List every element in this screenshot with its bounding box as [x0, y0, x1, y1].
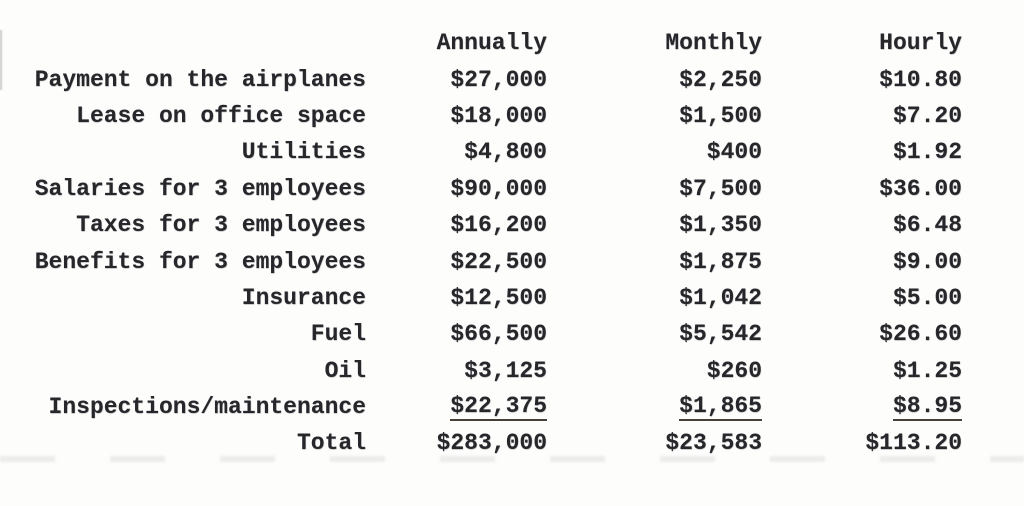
- table-row: Insurance $12,500 $1,042 $5.00: [0, 280, 962, 316]
- table-row: Fuel $66,500 $5,542 $26.60: [0, 316, 962, 352]
- monthly-value: $7,500: [679, 175, 762, 202]
- table-row-subtotal-underlined: Inspections/maintenance $22,375 $1,865 $…: [0, 389, 962, 425]
- column-header-hourly: Hourly: [879, 30, 962, 57]
- table-row: Benefits for 3 employees $22,500 $1,875 …: [0, 243, 962, 279]
- table-row-total: Total $283,000 $23,583 $113.20: [0, 425, 962, 461]
- hourly-value: $1.92: [892, 139, 962, 166]
- monthly-value: $2,250: [679, 66, 762, 93]
- hourly-value: $10.80: [879, 66, 962, 93]
- table-row: Payment on the airplanes $27,000 $2,250 …: [0, 61, 962, 97]
- table-row: Utilities $4,800 $400 $1.92: [0, 134, 962, 170]
- annually-value: $12,500: [450, 284, 547, 311]
- row-label: Benefits for 3 employees: [34, 248, 366, 275]
- monthly-value: $1,350: [679, 212, 762, 239]
- monthly-value: $1,875: [679, 248, 762, 275]
- monthly-value: $5,542: [679, 321, 762, 348]
- hourly-value: $113.20: [865, 430, 962, 457]
- hourly-value: $7.20: [892, 102, 962, 129]
- expense-table: Annually Monthly Hourly Payment on the a…: [0, 25, 962, 462]
- annually-value: $16,200: [450, 212, 547, 239]
- annually-value: $22,500: [450, 248, 547, 275]
- row-label: Fuel: [310, 321, 366, 348]
- hourly-value: $5.00: [892, 284, 962, 311]
- hourly-value: $26.60: [879, 321, 962, 348]
- monthly-value: $1,865: [547, 389, 762, 425]
- row-label: Salaries for 3 employees: [34, 175, 366, 202]
- column-header-blank: [0, 25, 366, 61]
- column-header-monthly: Monthly: [665, 30, 762, 57]
- row-label: Inspections/maintenance: [48, 394, 366, 421]
- hourly-value: $36.00: [879, 175, 962, 202]
- annually-value: $4,800: [464, 139, 547, 166]
- table-row: Taxes for 3 employees $16,200 $1,350 $6.…: [0, 207, 962, 243]
- column-header-annually: Annually: [436, 30, 547, 57]
- annually-value: $18,000: [450, 102, 547, 129]
- annually-value: $283,000: [436, 430, 547, 457]
- row-label: Lease on office space: [76, 102, 366, 129]
- table-header-row: Annually Monthly Hourly: [0, 25, 962, 61]
- row-label: Total: [296, 430, 366, 457]
- annually-value: $27,000: [450, 66, 547, 93]
- annually-value: $90,000: [450, 175, 547, 202]
- hourly-value: $9.00: [892, 248, 962, 275]
- hourly-value: $8.95: [762, 389, 962, 425]
- hourly-value: $1.25: [892, 357, 962, 384]
- monthly-value: $1,042: [679, 284, 762, 311]
- annually-value: $66,500: [450, 321, 547, 348]
- row-label: Payment on the airplanes: [34, 66, 366, 93]
- monthly-value: $260: [706, 357, 762, 384]
- table-row: Oil $3,125 $260 $1.25: [0, 353, 962, 389]
- table-row: Salaries for 3 employees $90,000 $7,500 …: [0, 171, 962, 207]
- annually-value: $3,125: [464, 357, 547, 384]
- row-label: Oil: [324, 357, 366, 384]
- row-label: Taxes for 3 employees: [76, 212, 366, 239]
- row-label: Insurance: [241, 284, 366, 311]
- hourly-value: $6.48: [892, 212, 962, 239]
- annually-value: $22,375: [366, 389, 547, 425]
- scan-edge-artifact: [0, 30, 2, 90]
- monthly-value: $23,583: [665, 430, 762, 457]
- table-row: Lease on office space $18,000 $1,500 $7.…: [0, 98, 962, 134]
- monthly-value: $1,500: [679, 102, 762, 129]
- row-label: Utilities: [241, 139, 366, 166]
- monthly-value: $400: [706, 139, 762, 166]
